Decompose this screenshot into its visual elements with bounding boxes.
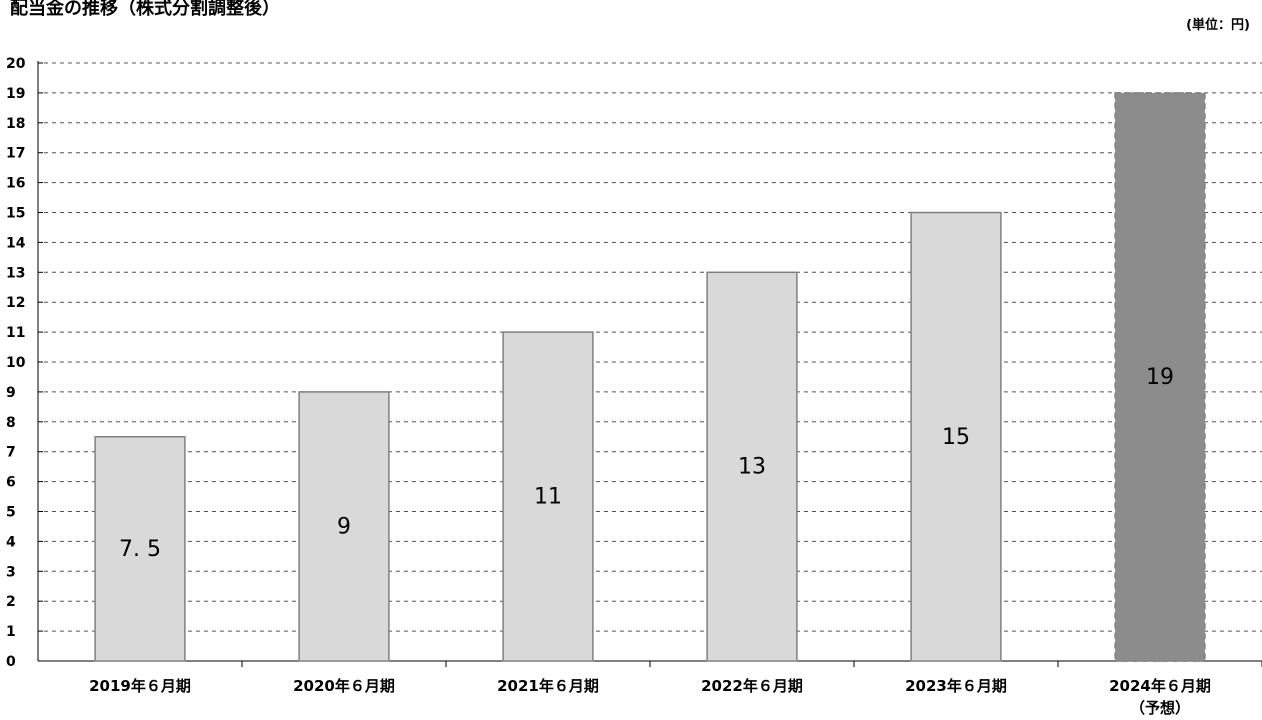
y-tick-label: 10	[6, 355, 26, 371]
bar	[298, 391, 390, 662]
x-tick-label: 2019年６月期	[89, 677, 191, 695]
bar	[94, 436, 186, 662]
bar	[706, 271, 798, 662]
y-tick-label: 2	[6, 594, 16, 610]
y-tick-label: 6	[6, 475, 16, 491]
y-tick-label: 1	[6, 624, 16, 640]
y-tick-label: 5	[6, 505, 16, 521]
y-tick-label: 3	[6, 564, 16, 580]
data-label: 13	[738, 455, 766, 480]
y-tick-label: 20	[6, 56, 26, 72]
y-tick-label: 11	[6, 325, 25, 341]
y-tick-label: 15	[6, 206, 25, 222]
data-label: 15	[942, 425, 970, 450]
chart-title: 配当金の推移（株式分割調整後）	[10, 0, 280, 19]
y-tick-label: 8	[6, 415, 16, 431]
y-tick-label: 17	[6, 146, 25, 162]
bar	[502, 331, 594, 662]
data-label: 19	[1146, 365, 1174, 390]
x-tick-label: 2024年６月期	[1109, 677, 1211, 695]
y-tick-label: 19	[6, 86, 25, 102]
unit-label: (単位：円)	[1186, 18, 1250, 33]
y-tick-label: 9	[6, 385, 16, 401]
y-tick-label: 18	[6, 116, 25, 132]
bar	[910, 211, 1002, 662]
y-tick-label: 14	[6, 235, 26, 251]
data-label: 11	[534, 485, 562, 510]
x-tick-label: 2021年６月期	[497, 677, 599, 695]
x-tick-label: 2022年６月期	[701, 677, 803, 695]
y-tick-label: 4	[6, 534, 16, 550]
y-tick-label: 12	[6, 295, 25, 311]
x-tick-label: 2023年６月期	[905, 677, 1007, 695]
data-label: 9	[337, 514, 351, 539]
forecast-bar	[1114, 92, 1206, 662]
x-tick-label: 2020年６月期	[293, 677, 395, 695]
x-tick-sublabel: （予想）	[1130, 699, 1190, 717]
y-tick-label: 7	[6, 445, 16, 461]
y-tick-label: 13	[6, 265, 25, 281]
y-tick-label: 0	[6, 654, 16, 670]
y-tick-label: 16	[6, 176, 25, 192]
data-label: 7. 5	[119, 537, 161, 562]
